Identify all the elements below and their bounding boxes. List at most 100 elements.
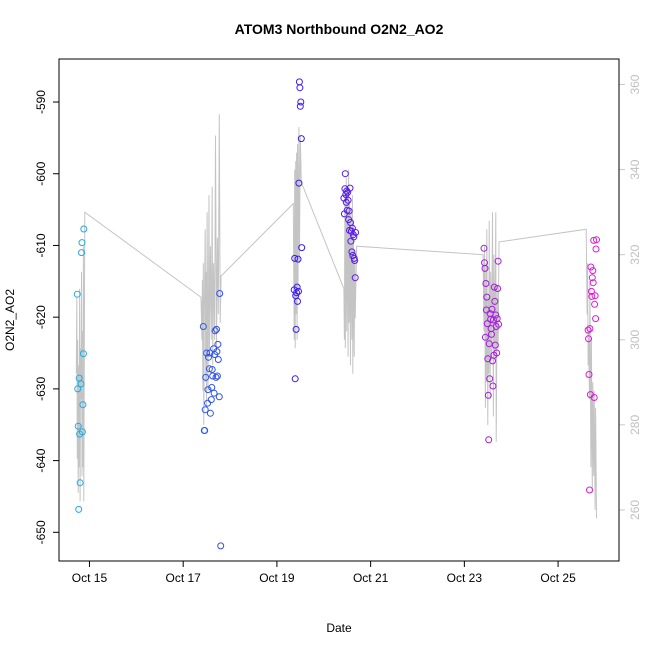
data-point bbox=[206, 349, 214, 357]
data-point bbox=[211, 327, 219, 335]
data-point bbox=[484, 391, 492, 399]
data-point bbox=[296, 84, 304, 92]
data-point bbox=[351, 274, 359, 282]
data-point bbox=[212, 373, 220, 381]
data-point bbox=[298, 244, 306, 252]
data-point bbox=[591, 292, 599, 300]
data-point bbox=[587, 263, 595, 271]
data-point bbox=[209, 372, 217, 380]
data-point bbox=[297, 98, 305, 106]
data-point bbox=[485, 436, 493, 444]
data-point bbox=[213, 372, 221, 380]
data-point bbox=[587, 287, 595, 295]
x-tick-label: Oct 19 bbox=[259, 571, 295, 585]
data-point bbox=[213, 348, 221, 356]
chart-title: ATOM3 Northbound O2N2_AO2 bbox=[235, 21, 444, 37]
data-point bbox=[584, 326, 592, 334]
data-point bbox=[204, 399, 212, 407]
data-point bbox=[352, 229, 360, 236]
data-point bbox=[73, 290, 81, 298]
data-point bbox=[492, 323, 500, 330]
data-point bbox=[586, 325, 594, 333]
x-tick-label: Oct 21 bbox=[353, 571, 389, 585]
data-point bbox=[199, 323, 207, 330]
y-tick-label: -640 bbox=[34, 448, 48, 472]
y2-tick-label: 300 bbox=[628, 329, 642, 349]
data-point bbox=[215, 393, 223, 401]
data-point bbox=[586, 486, 593, 494]
data-point bbox=[482, 280, 490, 287]
data-point bbox=[74, 422, 82, 430]
data-point bbox=[201, 427, 209, 434]
data-point bbox=[483, 293, 491, 301]
data-point bbox=[592, 245, 600, 253]
data-point bbox=[588, 274, 596, 282]
y-tick-label: -590 bbox=[34, 90, 48, 114]
data-point bbox=[208, 384, 216, 391]
data-point bbox=[492, 311, 500, 319]
data-point bbox=[489, 382, 497, 390]
x-tick-label: Oct 15 bbox=[72, 571, 108, 585]
data-point bbox=[490, 283, 498, 291]
data-point bbox=[296, 102, 304, 110]
data-point bbox=[203, 349, 211, 357]
x-axis-label: Date bbox=[326, 621, 352, 635]
data-point bbox=[78, 428, 86, 436]
axes-layer: Oct 15 Oct 17 Oct 19 Oct 21 Oct 23 Oct 25 -590… bbox=[34, 74, 642, 585]
data-point bbox=[76, 479, 84, 487]
data-point bbox=[590, 236, 598, 244]
data-point bbox=[291, 375, 299, 383]
data-point bbox=[79, 401, 87, 409]
y2-tick-label: 340 bbox=[628, 159, 642, 179]
data-point bbox=[588, 292, 596, 300]
y-tick-label: -620 bbox=[34, 305, 48, 329]
data-point bbox=[491, 297, 499, 305]
data-point bbox=[294, 255, 302, 263]
data-point bbox=[75, 505, 83, 513]
data-point bbox=[213, 325, 220, 333]
data-point bbox=[591, 300, 599, 308]
data-point bbox=[481, 264, 489, 272]
data-point bbox=[592, 315, 600, 323]
data-point bbox=[78, 239, 86, 247]
data-point bbox=[480, 244, 488, 252]
data-point bbox=[214, 356, 222, 363]
y2-tick-label: 360 bbox=[628, 74, 642, 94]
data-point bbox=[495, 320, 503, 328]
points-layer bbox=[73, 78, 600, 550]
data-point bbox=[291, 254, 299, 262]
data-point bbox=[206, 409, 214, 417]
data-point bbox=[74, 385, 82, 393]
data-point bbox=[217, 542, 225, 550]
data-point bbox=[493, 349, 501, 357]
y2-tick-label: 280 bbox=[628, 415, 642, 435]
data-point bbox=[589, 279, 597, 287]
y2-tick-label: 320 bbox=[628, 244, 642, 264]
data-point bbox=[488, 330, 495, 338]
data-point bbox=[344, 196, 352, 204]
data-point bbox=[205, 353, 212, 361]
data-point bbox=[350, 233, 358, 241]
data-point bbox=[585, 335, 592, 343]
data-point bbox=[593, 236, 600, 244]
secondary-series-line bbox=[75, 114, 597, 519]
data-point bbox=[294, 297, 301, 305]
x-tick-label: Oct 23 bbox=[447, 571, 483, 585]
data-point bbox=[590, 394, 598, 401]
y-tick-label: -650 bbox=[34, 520, 48, 544]
data-point bbox=[205, 365, 213, 373]
data-point bbox=[293, 283, 301, 291]
data-point bbox=[207, 396, 215, 404]
data-point bbox=[201, 406, 209, 414]
data-point bbox=[292, 325, 300, 333]
data-point bbox=[351, 257, 359, 264]
data-point bbox=[483, 320, 491, 328]
data-point bbox=[346, 184, 354, 192]
data-point bbox=[77, 380, 85, 388]
data-point bbox=[295, 179, 303, 187]
data-point bbox=[589, 267, 597, 275]
data-point bbox=[216, 290, 224, 297]
data-point bbox=[491, 341, 499, 349]
data-point bbox=[494, 257, 502, 265]
